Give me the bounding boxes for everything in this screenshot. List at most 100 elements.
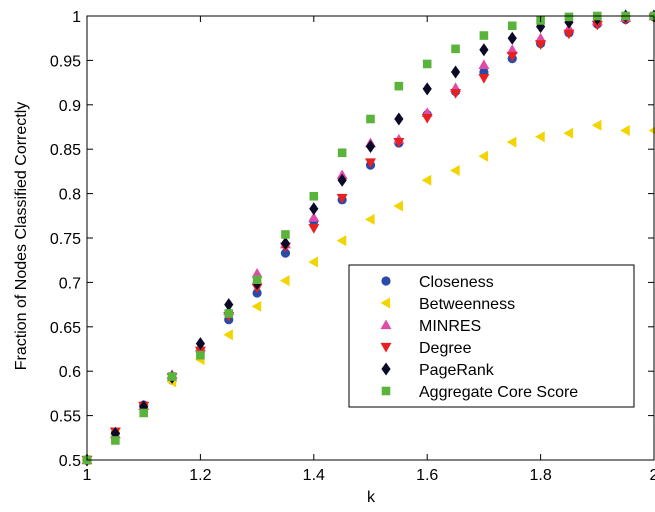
- data-point: [365, 213, 375, 225]
- data-point: [535, 32, 547, 43]
- legend-label: MINRES: [419, 318, 481, 335]
- data-point: [308, 224, 320, 234]
- legend-item: Degree: [380, 340, 472, 357]
- data-point: [535, 40, 547, 50]
- y-tick-label: 0.95: [50, 53, 81, 70]
- data-point: [478, 74, 490, 84]
- legend-item: Betweenness: [380, 296, 515, 313]
- data-point: [507, 31, 517, 45]
- data-point: [337, 148, 347, 158]
- data-point: [450, 65, 461, 79]
- legend-marker: [380, 319, 392, 330]
- data-point: [507, 21, 517, 31]
- data-point: [563, 127, 574, 139]
- x-tick-label: 1.8: [529, 467, 551, 484]
- data-point: [337, 173, 347, 187]
- y-tick-label: 1: [72, 9, 81, 26]
- data-point: [421, 113, 433, 124]
- data-point: [224, 309, 234, 318]
- data-point: [279, 275, 290, 287]
- data-point: [394, 81, 404, 91]
- y-tick-label: 0.5: [59, 453, 81, 470]
- data-point: [280, 236, 291, 250]
- data-point: [591, 119, 602, 131]
- data-point: [451, 44, 460, 54]
- legend-label: Degree: [419, 340, 472, 357]
- y-axis-label: Fraction of Nodes Classified Correctly: [13, 102, 30, 371]
- x-tick-label: 1.6: [416, 467, 438, 484]
- x-tick-label: 2: [650, 467, 655, 484]
- y-tick-label: 0.85: [50, 142, 81, 159]
- data-point: [479, 43, 489, 57]
- data-point: [506, 51, 518, 62]
- legend: Closeness Betweenness MINRES Degree PageRank…: [348, 264, 635, 408]
- data-point: [450, 89, 462, 99]
- data-point: [308, 212, 320, 222]
- x-tick-label: 1: [83, 467, 92, 484]
- data-point: [195, 337, 205, 351]
- data-point: [309, 202, 319, 216]
- data-point: [648, 126, 655, 135]
- legend-marker: [381, 362, 391, 376]
- data-point: [336, 235, 347, 247]
- data-point: [563, 29, 575, 40]
- data-point: [393, 200, 403, 212]
- data-point: [167, 372, 177, 381]
- data-point: [365, 158, 376, 169]
- legend-marker: [381, 276, 391, 286]
- data-point: [394, 112, 404, 126]
- data-point: [506, 44, 518, 54]
- data-point: [393, 137, 405, 148]
- legend-item: MINRES: [380, 318, 481, 335]
- data-point: [251, 300, 262, 312]
- data-point: [139, 408, 148, 418]
- legend-marker: [380, 297, 391, 309]
- data-point: [535, 131, 545, 143]
- x-tick-label: 1.2: [189, 467, 211, 484]
- legend-marker: [381, 386, 391, 396]
- y-tick-label: 0.55: [50, 409, 81, 426]
- x-tick-label: 1.4: [303, 467, 325, 484]
- y-tick-label: 0.75: [50, 231, 81, 248]
- data-point: [196, 350, 205, 360]
- data-point: [478, 59, 490, 69]
- x-axis-label: k: [367, 489, 376, 506]
- legend-label: Aggregate Core Score: [419, 384, 578, 401]
- legend-item: PageRank: [381, 362, 495, 379]
- data-point: [309, 191, 319, 201]
- y-tick-label: 0.65: [50, 320, 81, 337]
- data-point: [251, 268, 263, 278]
- data-point: [252, 275, 262, 285]
- data-point: [478, 150, 489, 162]
- data-point: [281, 230, 290, 239]
- data-point: [479, 31, 489, 40]
- legend-box: [348, 264, 635, 408]
- legend-label: Betweenness: [419, 296, 515, 313]
- data-point: [365, 140, 376, 154]
- y-tick-label: 0.6: [59, 364, 81, 381]
- y-tick-label: 0.7: [59, 275, 81, 292]
- data-point: [223, 329, 233, 341]
- legend-label: PageRank: [419, 362, 495, 379]
- data-point: [620, 125, 630, 137]
- data-point: [111, 436, 120, 445]
- data-point: [308, 256, 318, 268]
- data-point: [421, 174, 432, 186]
- legend-label: Closeness: [419, 274, 494, 291]
- legend-item: Aggregate Core Score: [381, 384, 578, 401]
- data-point: [366, 114, 375, 124]
- data-point: [336, 193, 348, 204]
- data-point: [450, 165, 460, 177]
- legend-marker: [380, 342, 392, 353]
- y-tick-label: 0.8: [59, 187, 81, 204]
- data-point: [506, 136, 517, 148]
- data-point: [280, 248, 291, 258]
- data-point: [422, 82, 432, 96]
- y-tick-label: 0.9: [59, 98, 81, 115]
- data-point: [591, 20, 603, 31]
- data-point: [224, 298, 234, 312]
- legend-item: Closeness: [381, 274, 494, 291]
- data-point: [422, 59, 432, 69]
- axes: 1 1.2 1.4 1.6 1.8 2 0.5 0.55 0.6 0.65 0.7 0.75 0.8 0.…: [50, 9, 655, 484]
